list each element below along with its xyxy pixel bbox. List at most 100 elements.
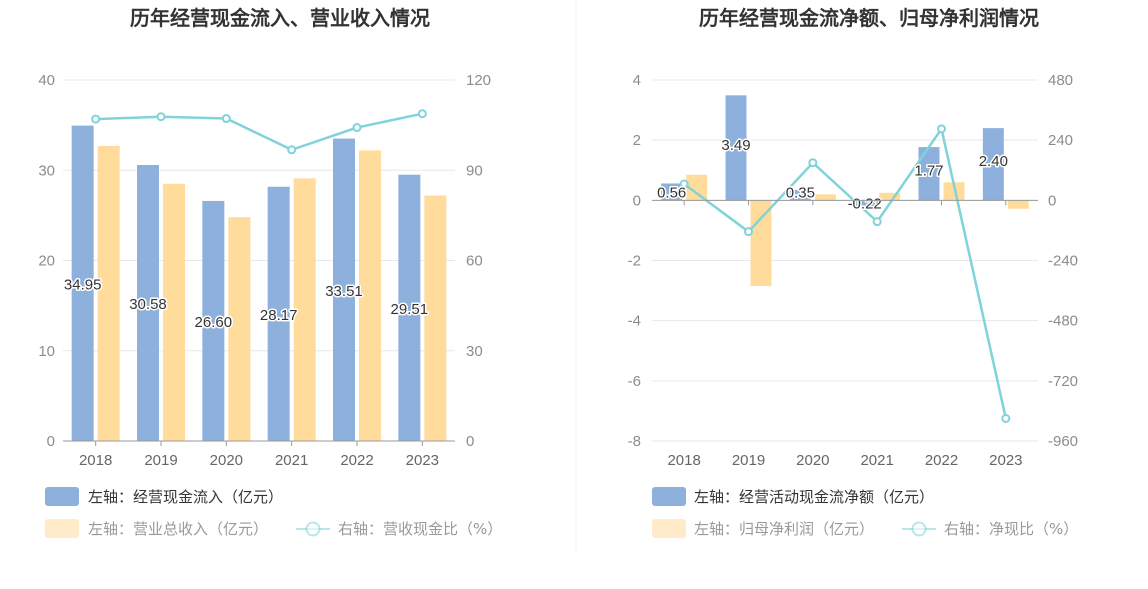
y-left-tick-label: 30 [38,162,55,179]
bar-net-profit [943,182,965,201]
legend-label-net-cash-flow: 左轴：经营活动现金流净额（亿元） [694,488,934,506]
x-tick-label: 2022 [340,452,373,469]
data-label: 29.51 [391,301,429,318]
y-right-tick-label: -960 [1048,433,1078,450]
bar-cash-inflow [267,186,290,441]
line-point [808,158,818,168]
line-point [91,114,101,124]
bar-net-cash-flow [661,183,683,201]
x-tick-label: 2023 [406,452,439,469]
chart-right-xaxis: 2018 2019 2020 2021 2022 2023 [652,199,1038,469]
y-right-tick-label: 60 [466,253,483,270]
bar-net-profit [1007,200,1029,209]
x-tick-label: 2019 [732,452,765,469]
bar-cash-inflow [398,174,421,442]
x-tick-label: 2020 [210,452,243,469]
x-tick-label: 2021 [860,452,893,469]
y-right-tick-label: 0 [1048,192,1056,209]
bar-net-profit [750,200,772,287]
line-point [937,124,946,134]
legend-label-cash-ratio: 右轴：营收现金比（%） [338,520,502,538]
line-point [679,179,689,189]
y-left-tick-label: 40 [38,72,55,89]
legend-swatch-blue [652,487,686,506]
legend-item-net-cash-ratio[interactable]: 右轴：净现比（%） [902,520,1078,538]
bar-net-cash-flow [918,147,940,201]
line-point [417,109,427,119]
line-point [1001,413,1011,423]
chart-right-data-labels: 0.56 3.49 0.35 -0.22 1.77 2.40 [656,135,1010,213]
line-point [287,145,297,155]
bar-cash-inflow [202,200,225,441]
bar-net-cash-flow [982,128,1004,201]
chart-right-grid [652,79,1038,442]
legend-marker-cyan [305,521,321,537]
chart-left-legend: 左轴：经营现金流入（亿元） 左轴：营业总收入（亿元） 右轴：营收现金比（%） [45,487,502,538]
bar-net-profit [686,174,708,201]
chart-right-yaxis-left: -8 -6 -4 -2 0 2 4 [628,72,641,450]
x-tick-label: 2020 [796,452,829,469]
data-label: 2.40 [979,153,1008,170]
data-label: 30.58 [129,296,167,313]
legend-marker-cyan [911,521,927,537]
y-right-tick-label: -240 [1048,253,1078,270]
bar-revenue [163,183,185,441]
chart-left-bars [71,125,447,442]
chart-left-line [91,109,427,155]
y-right-tick-label: 120 [466,72,491,89]
legend-label-net-cash-ratio: 右轴：净现比（%） [944,520,1078,538]
data-label: 33.51 [325,283,363,300]
chart-left-xaxis: 2018 2019 2020 2021 2022 2023 [63,440,455,469]
chart-left-grid [63,79,455,352]
bar-cash-inflow [71,125,94,442]
chart-right: 历年经营现金流净额、归母净利润情况 -8 -6 -4 -2 0 2 4 -960 -720 -4… [628,6,1078,538]
y-left-tick-label: 20 [38,253,55,270]
y-right-tick-label: 30 [466,343,483,360]
bar-net-profit [814,194,836,201]
x-tick-label: 2018 [667,452,700,469]
y-left-tick-label: 0 [633,192,641,209]
y-right-tick-label: 0 [466,433,474,450]
y-left-tick-label: -4 [628,313,641,330]
chart-right-bars [661,95,1029,287]
data-label: 3.49 [721,137,750,154]
y-left-tick-label: -6 [628,373,641,390]
line-point [352,123,362,133]
y-right-tick-label: -720 [1048,373,1078,390]
chart-left-yaxis-right: 0 30 60 90 120 [466,72,491,450]
y-right-tick-label: 240 [1048,132,1073,149]
line-series-cash-ratio [95,112,423,152]
legend-swatch-orange [652,519,686,538]
bar-revenue [228,217,251,441]
legend-item-net-cash-flow[interactable]: 左轴：经营活动现金流净额（亿元） [652,487,934,506]
bar-cash-inflow [333,138,355,441]
legend-swatch-blue [45,487,79,506]
line-point [156,112,166,122]
legend-item-net-profit[interactable]: 左轴：归母净利润（亿元） [652,519,874,538]
y-left-tick-label: -2 [628,253,641,270]
x-tick-label: 2022 [925,452,958,469]
chart-right-legend: 左轴：经营活动现金流净额（亿元） 左轴：归母净利润（亿元） 右轴：净现比（%） [652,487,1078,538]
bar-net-cash-flow [854,200,876,207]
data-label: 26.60 [195,314,233,331]
legend-label-net-profit: 左轴：归母净利润（亿元） [694,520,874,538]
data-label: 0.56 [657,184,686,201]
legend-item-cash-inflow[interactable]: 左轴：经营现金流入（亿元） [45,487,283,506]
y-left-tick-label: 2 [633,132,641,149]
chart-right-line [679,124,1011,423]
chart-right-title: 历年经营现金流净额、归母净利润情况 [699,6,1039,30]
y-left-tick-label: 10 [38,343,55,360]
bar-cash-inflow [137,165,159,441]
data-label: -0.22 [848,195,882,212]
data-label: 1.77 [914,163,943,180]
x-tick-label: 2018 [79,452,112,469]
bar-net-cash-flow [789,189,811,201]
legend-item-cash-ratio[interactable]: 右轴：营收现金比（%） [296,520,502,538]
bar-net-profit [879,192,901,201]
y-right-tick-label: -480 [1048,313,1078,330]
legend-label-cash-inflow: 左轴：经营现金流入（亿元） [88,488,283,506]
bar-net-cash-flow [725,95,747,201]
y-right-tick-label: 480 [1048,72,1073,89]
legend-item-revenue[interactable]: 左轴：营业总收入（亿元） [45,519,268,538]
